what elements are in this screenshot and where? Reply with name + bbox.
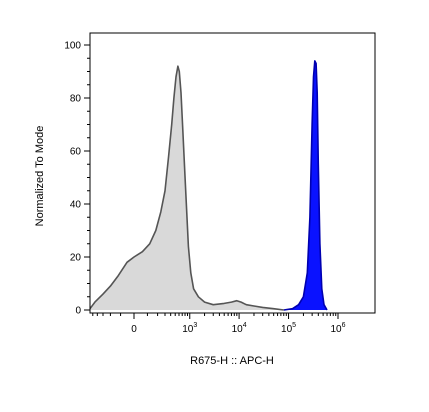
plot-frame [89, 32, 376, 314]
series-0-line [89, 65, 284, 311]
series-1-line [283, 60, 328, 311]
y-tick-label: 0 [75, 306, 81, 317]
series-0-area [90, 66, 284, 310]
y-tick-label: 60 [70, 147, 82, 158]
series-1-area [283, 60, 327, 311]
y-tick-label: 80 [70, 94, 82, 105]
y-axis: 0 20 40 60 80 100 [64, 41, 90, 317]
series-layer [89, 60, 328, 311]
x-axis: 0 103 104 105 106 [92, 313, 346, 335]
x-tick-label: 0 [131, 324, 137, 335]
x-tick-label: 105 [281, 322, 296, 335]
y-axis-title: Normalized To Mode [34, 126, 46, 227]
x-tick-label: 103 [182, 322, 197, 335]
x-axis-title: R675-H :: APC-H [190, 355, 274, 367]
y-tick-label: 100 [64, 41, 81, 52]
y-tick-label: 40 [70, 200, 82, 211]
x-tick-label: 104 [232, 322, 247, 335]
x-tick-label: 106 [330, 322, 345, 335]
y-tick-label: 20 [70, 253, 82, 264]
